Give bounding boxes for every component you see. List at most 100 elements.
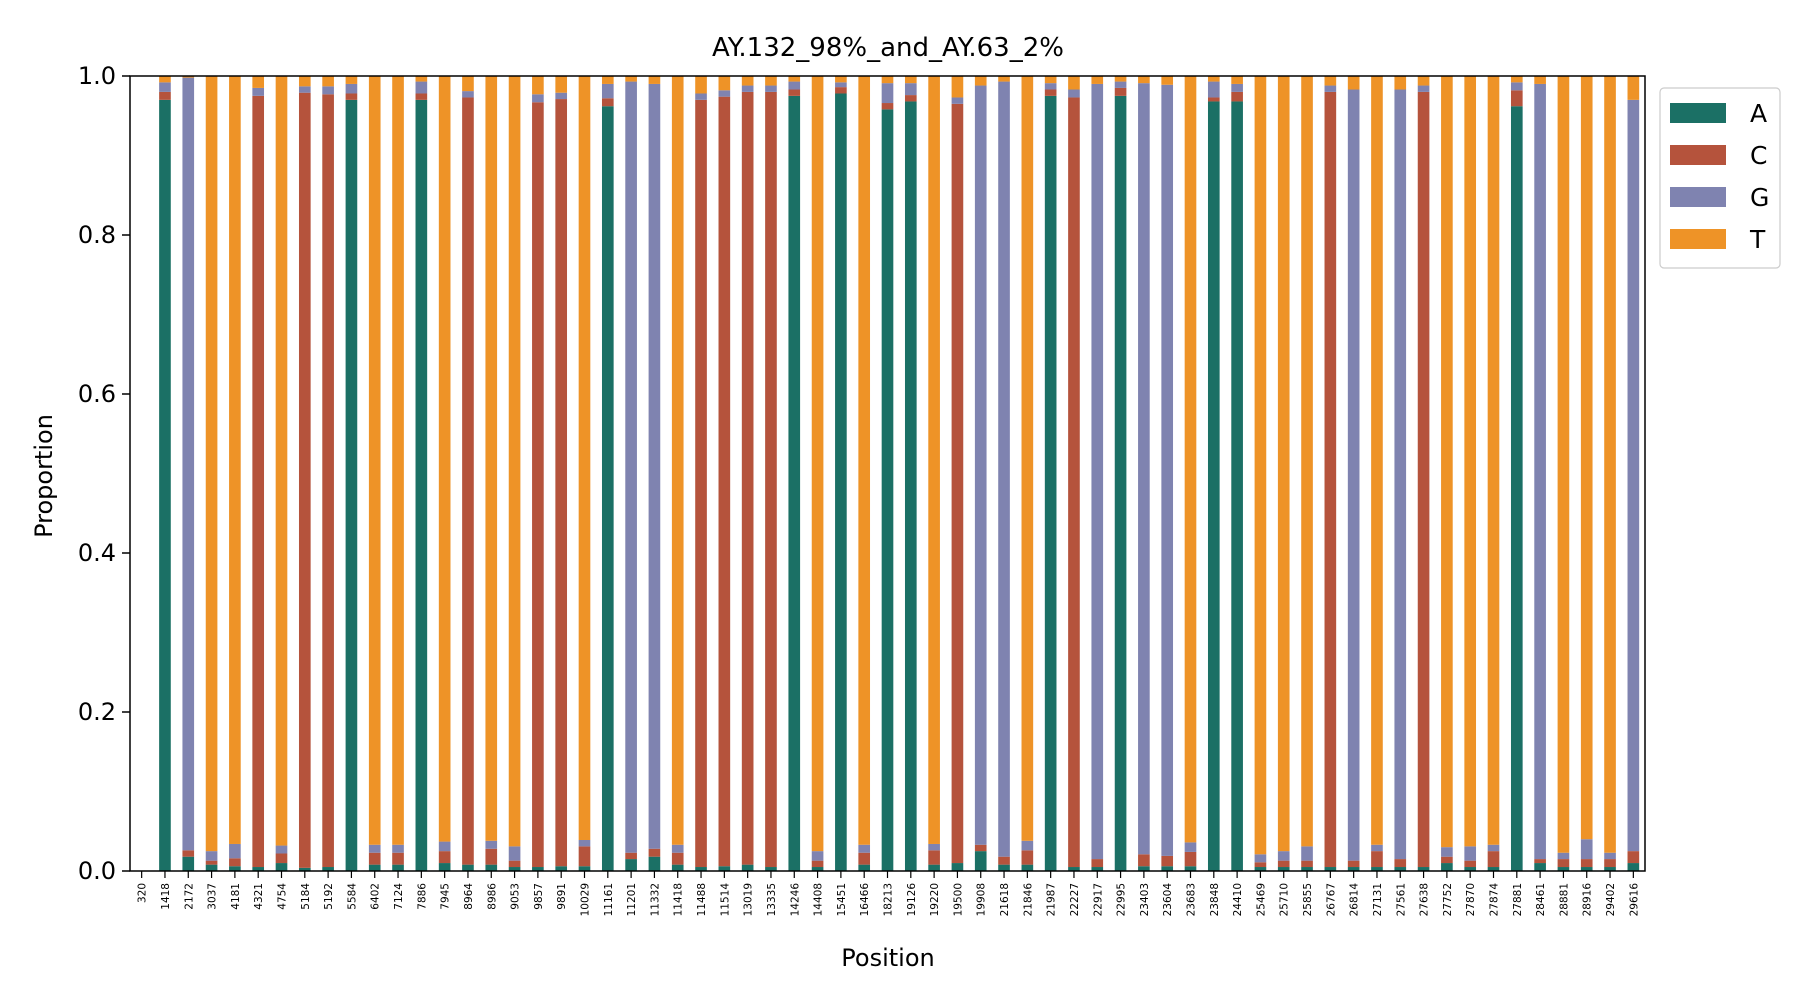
bar-segment-T-21846 xyxy=(1021,76,1034,841)
bar-segment-G-27561 xyxy=(1394,89,1407,860)
bar-segment-A-21987 xyxy=(1044,95,1057,872)
x-tick-label: 4181 xyxy=(230,883,242,910)
bar-segment-A-27131 xyxy=(1371,867,1383,871)
bar-segment-G-5192 xyxy=(322,86,334,95)
bar-segment-T-27870 xyxy=(1464,76,1477,847)
x-tick-label: 28916 xyxy=(1582,883,1594,917)
bar-segment-C-9891 xyxy=(555,99,568,867)
bar-segment-G-23403 xyxy=(1138,83,1150,855)
legend-label-C: C xyxy=(1750,141,1767,170)
x-tick-label: 21846 xyxy=(1022,883,1034,917)
x-tick-label: 23848 xyxy=(1209,883,1221,916)
bar-segment-C-28916 xyxy=(1580,859,1593,868)
bar-segment-G-11488 xyxy=(695,93,707,100)
bar-segment-T-8964 xyxy=(462,76,474,92)
bar-segment-C-9053 xyxy=(508,860,521,868)
x-tick-label: 10029 xyxy=(580,883,592,916)
bar-segment-C-4181 xyxy=(229,858,241,867)
x-tick-label: 22917 xyxy=(1092,883,1104,916)
bar-segment-T-23403 xyxy=(1138,76,1150,84)
bar-segment-T-22227 xyxy=(1068,76,1080,90)
bar-segment-T-7124 xyxy=(392,76,404,845)
bar-segment-T-27874 xyxy=(1487,76,1500,845)
bar-segment-G-15451 xyxy=(835,82,847,88)
x-tick-label: 9053 xyxy=(510,883,522,910)
bar-segment-C-27881 xyxy=(1510,90,1523,107)
x-tick-label: 27874 xyxy=(1489,883,1501,917)
bar-segment-C-25469 xyxy=(1254,862,1267,868)
bar-segment-C-22917 xyxy=(1091,859,1104,868)
bar-segment-G-5584 xyxy=(345,83,358,94)
bar-segment-T-25855 xyxy=(1301,76,1313,847)
bar-segment-G-13019 xyxy=(741,85,754,92)
bar-segment-G-8986 xyxy=(485,840,498,849)
x-tick-label: 23604 xyxy=(1162,883,1174,917)
bar-segment-G-11161 xyxy=(601,83,614,99)
bar-segment-C-23604 xyxy=(1161,855,1174,867)
x-tick-label: 8986 xyxy=(486,883,498,910)
bar-segment-T-3037 xyxy=(205,76,218,852)
bar-segment-A-5192 xyxy=(322,867,334,871)
bar-segment-G-18213 xyxy=(881,83,894,104)
bar-segment-T-19220 xyxy=(928,76,940,844)
bar-segment-T-23604 xyxy=(1161,76,1174,85)
bar-segment-A-26767 xyxy=(1324,867,1337,871)
axes-layer: 0.0 0.2 0.4 0.6 0.8 1.0 320 1418 2172 3037 4181 432… xyxy=(78,62,1646,917)
bar-segment-T-27638 xyxy=(1417,76,1430,86)
bar-segment-G-28916 xyxy=(1580,839,1593,860)
bar-segment-C-10029 xyxy=(578,846,591,867)
bar-segment-C-27561 xyxy=(1394,859,1407,868)
bar-segment-A-28916 xyxy=(1580,867,1593,871)
bar-segment-C-21618 xyxy=(998,856,1010,865)
bar-segment-C-19126 xyxy=(904,95,917,102)
y-tick-label: 0.2 xyxy=(78,698,116,726)
bar-segment-A-19908 xyxy=(974,851,987,872)
bar-segment-G-9891 xyxy=(555,92,568,100)
bar-segment-C-11161 xyxy=(601,98,614,107)
bar-segment-T-22917 xyxy=(1091,76,1104,84)
bar-segment-A-29402 xyxy=(1604,867,1616,871)
bar-segment-C-23403 xyxy=(1138,854,1150,867)
bar-segment-A-3037 xyxy=(205,864,218,871)
x-tick-label: 18213 xyxy=(883,883,895,916)
bar-segment-T-18213 xyxy=(881,76,894,84)
bar-segment-G-7945 xyxy=(438,841,451,852)
bar-segment-T-26814 xyxy=(1347,76,1360,90)
bar-segment-A-23848 xyxy=(1207,101,1220,871)
x-tick-label: 13335 xyxy=(766,883,778,916)
x-tick-label: 11332 xyxy=(649,883,661,916)
legend-swatch-A xyxy=(1670,103,1726,123)
bar-segment-C-27870 xyxy=(1464,860,1477,868)
bar-segment-G-16466 xyxy=(858,844,871,853)
bar-segment-A-1418 xyxy=(159,99,171,872)
bar-segment-G-9857 xyxy=(532,94,544,103)
bar-segment-C-28881 xyxy=(1557,859,1570,868)
bar-segment-C-21987 xyxy=(1044,89,1057,96)
bar-segment-C-7945 xyxy=(438,851,451,864)
bar-segment-G-25710 xyxy=(1277,851,1290,861)
bar-segment-T-27131 xyxy=(1371,76,1383,845)
bar-segment-T-9857 xyxy=(532,76,544,95)
x-tick-label: 19126 xyxy=(906,883,918,917)
bar-segment-C-4321 xyxy=(252,95,265,868)
bar-segment-C-29616 xyxy=(1627,851,1640,864)
bar-segment-T-27752 xyxy=(1441,76,1453,848)
x-tick-label: 29616 xyxy=(1628,883,1640,917)
bar-segment-C-4754 xyxy=(275,853,288,864)
bar-segment-T-9891 xyxy=(555,76,568,93)
bar-segment-C-26767 xyxy=(1324,91,1337,868)
bar-segment-A-6402 xyxy=(368,864,381,871)
bar-segment-C-1418 xyxy=(159,91,171,100)
bar-segment-A-13335 xyxy=(765,867,777,871)
bar-segment-G-23848 xyxy=(1207,81,1220,98)
bar-segment-C-11488 xyxy=(695,99,707,868)
bars-layer xyxy=(159,76,1640,872)
bar-segment-C-27874 xyxy=(1487,851,1500,868)
bar-segment-T-19126 xyxy=(904,76,917,84)
x-tick-label: 5184 xyxy=(300,883,312,910)
bar-segment-A-5184 xyxy=(298,867,311,871)
x-tick-label: 27870 xyxy=(1465,883,1477,916)
bar-segment-G-25469 xyxy=(1254,854,1267,863)
